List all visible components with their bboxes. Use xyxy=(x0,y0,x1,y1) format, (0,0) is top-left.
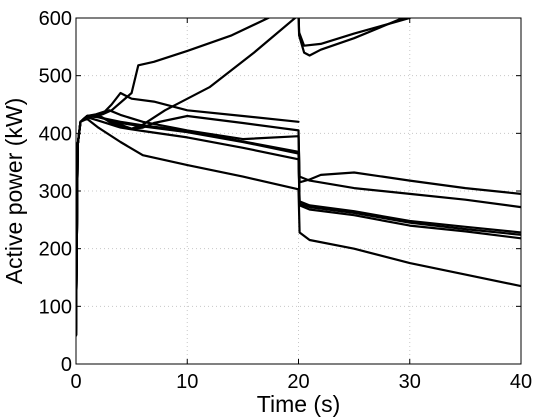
x-axis-label: Time (s) xyxy=(257,391,340,417)
series-group xyxy=(76,18,521,337)
x-tick-label: 40 xyxy=(510,371,532,393)
y-tick-label: 400 xyxy=(39,123,72,145)
series-line-9 xyxy=(76,117,521,337)
plot-area xyxy=(76,18,521,337)
y-tick-label: 100 xyxy=(39,296,72,318)
series-line-2 xyxy=(76,18,406,331)
y-tick-label: 0 xyxy=(61,354,72,376)
y-axis-label: Active power (kW) xyxy=(1,98,27,285)
y-tick-label: 200 xyxy=(39,239,72,261)
x-tick-label: 20 xyxy=(287,371,309,393)
series-line-3 xyxy=(76,18,411,337)
y-tick-label: 500 xyxy=(39,66,72,88)
y-tick-label: 600 xyxy=(39,8,72,30)
x-tick-label: 30 xyxy=(399,371,421,393)
x-tick-label: 10 xyxy=(176,371,198,393)
x-tick-label: 0 xyxy=(70,371,81,393)
y-tick-label: 300 xyxy=(39,181,72,203)
